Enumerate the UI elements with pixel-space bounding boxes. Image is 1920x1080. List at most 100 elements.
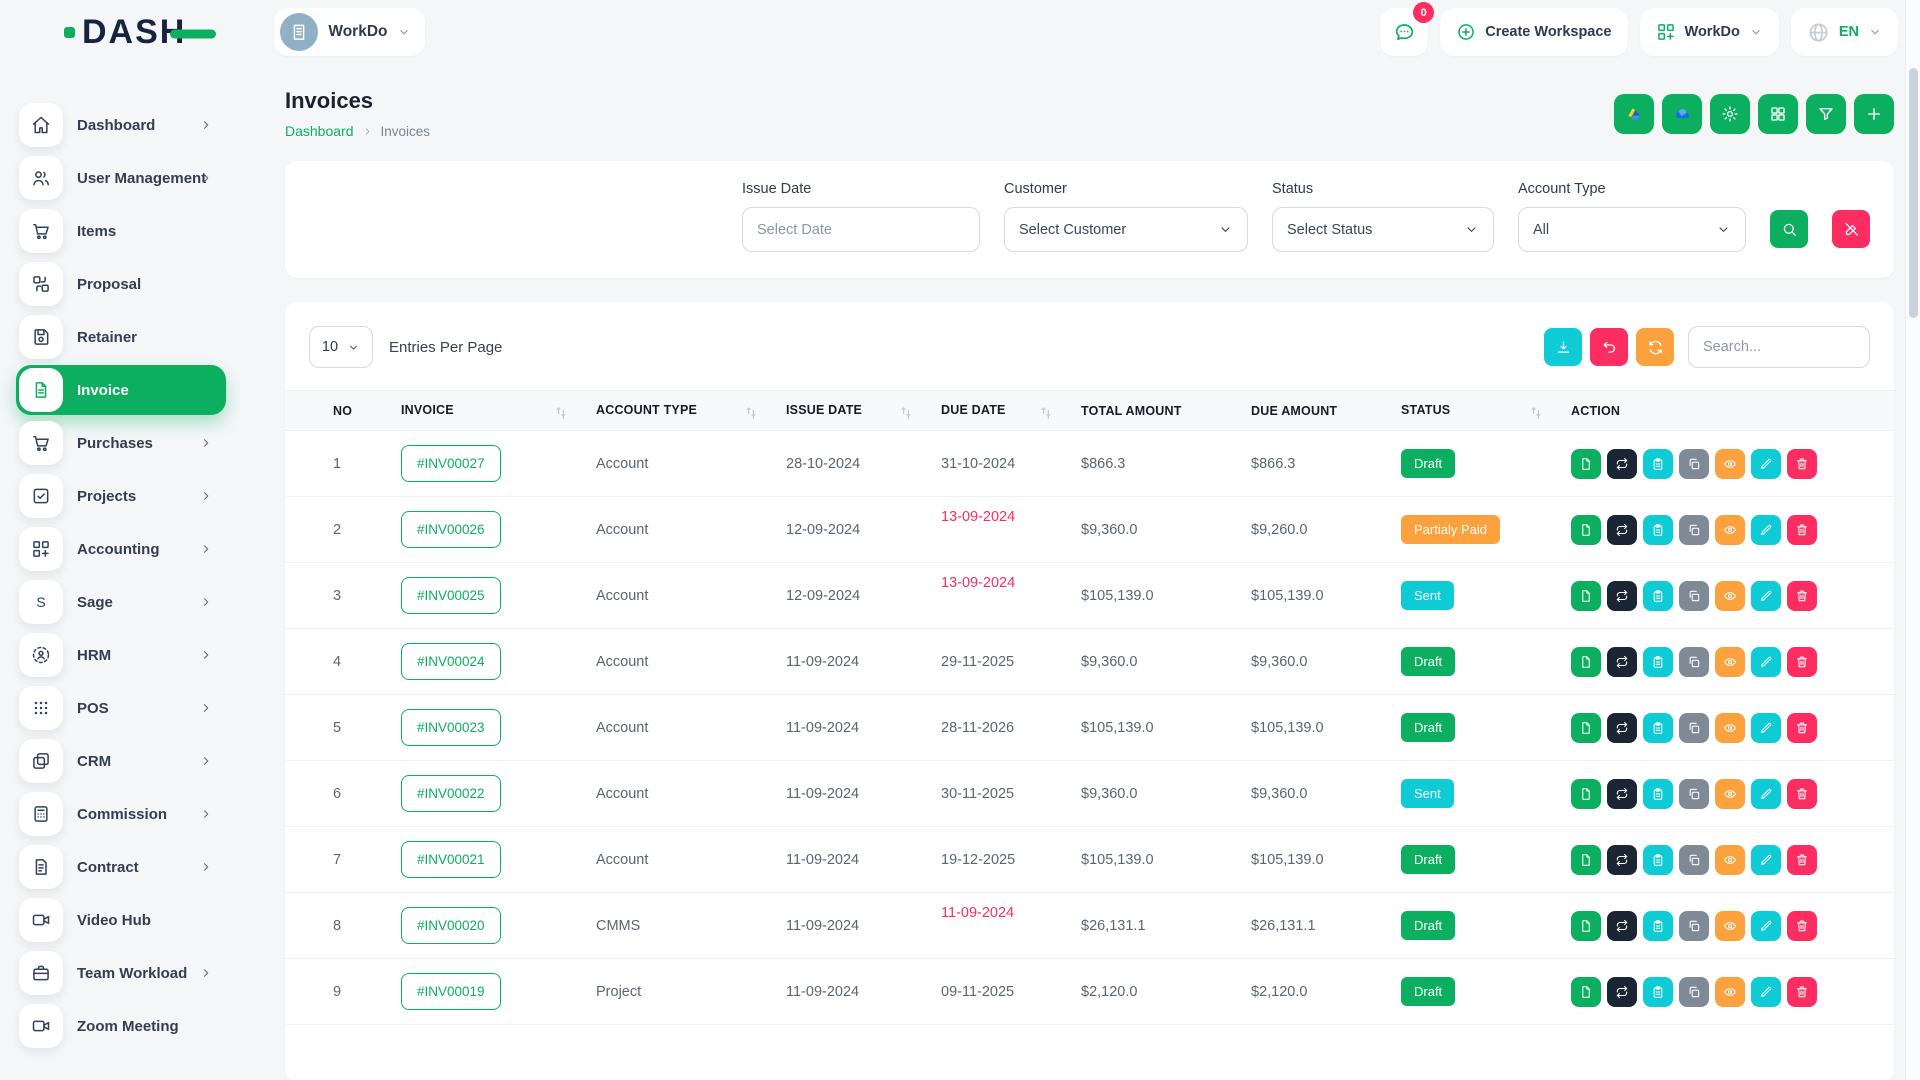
delete-invoice-button[interactable]: [1787, 910, 1817, 941]
convert-button[interactable]: [1607, 448, 1637, 479]
view-invoice-button[interactable]: [1715, 976, 1745, 1007]
column-header-due-date[interactable]: DUE DATE: [940, 390, 1080, 431]
edit-invoice-button[interactable]: [1751, 514, 1781, 545]
sidebar-item-purchases[interactable]: Purchases: [16, 418, 226, 468]
duplicate-invoice-button[interactable]: [1643, 910, 1673, 941]
scrollbar-thumb[interactable]: [1909, 68, 1918, 318]
account-type-select[interactable]: All: [1518, 207, 1746, 252]
copy-link-button[interactable]: [1679, 844, 1709, 875]
edit-invoice-button[interactable]: [1751, 778, 1781, 809]
delete-invoice-button[interactable]: [1787, 712, 1817, 743]
view-invoice-button[interactable]: [1715, 712, 1745, 743]
google-drive-button[interactable]: [1614, 94, 1654, 134]
view-invoice-button[interactable]: [1715, 514, 1745, 545]
delete-invoice-button[interactable]: [1787, 448, 1817, 479]
copy-link-button[interactable]: [1679, 448, 1709, 479]
invoice-link[interactable]: #INV00020: [401, 907, 501, 944]
delete-invoice-button[interactable]: [1787, 646, 1817, 677]
apply-filter-button[interactable]: [1770, 210, 1808, 248]
sidebar-item-items[interactable]: Items: [16, 206, 226, 256]
duplicate-invoice-button[interactable]: [1643, 448, 1673, 479]
copy-link-button[interactable]: [1679, 778, 1709, 809]
invoice-pdf-button[interactable]: [1571, 514, 1601, 545]
duplicate-invoice-button[interactable]: [1643, 778, 1673, 809]
app-switcher-button[interactable]: WorkDo: [1639, 8, 1779, 56]
duplicate-invoice-button[interactable]: [1643, 514, 1673, 545]
delete-invoice-button[interactable]: [1787, 514, 1817, 545]
copy-link-button[interactable]: [1679, 646, 1709, 677]
convert-button[interactable]: [1607, 646, 1637, 677]
workspace-selector[interactable]: WorkDo: [274, 8, 426, 56]
edit-invoice-button[interactable]: [1751, 580, 1781, 611]
view-invoice-button[interactable]: [1715, 646, 1745, 677]
edit-invoice-button[interactable]: [1751, 976, 1781, 1007]
sidebar-item-accounting[interactable]: Accounting: [16, 524, 226, 574]
view-invoice-button[interactable]: [1715, 778, 1745, 809]
sidebar-item-zoom-meeting[interactable]: Zoom Meeting: [16, 1001, 226, 1051]
copy-link-button[interactable]: [1679, 514, 1709, 545]
sidebar-item-dashboard[interactable]: Dashboard: [16, 100, 226, 150]
scrollbar[interactable]: [1905, 0, 1920, 1080]
invoice-link[interactable]: #INV00023: [401, 709, 501, 746]
sidebar-item-invoice[interactable]: Invoice: [16, 365, 226, 415]
invoice-link[interactable]: #INV00027: [401, 445, 501, 482]
invoice-link[interactable]: #INV00025: [401, 577, 501, 614]
status-select[interactable]: Select Status: [1272, 207, 1494, 252]
export-button[interactable]: [1544, 328, 1582, 366]
language-button[interactable]: EN: [1790, 8, 1898, 56]
convert-button[interactable]: [1607, 712, 1637, 743]
convert-button[interactable]: [1607, 910, 1637, 941]
create-invoice-button[interactable]: [1854, 94, 1894, 134]
column-header-status[interactable]: STATUS: [1400, 390, 1570, 431]
edit-invoice-button[interactable]: [1751, 844, 1781, 875]
invoice-link[interactable]: #INV00019: [401, 973, 501, 1010]
invoice-pdf-button[interactable]: [1571, 778, 1601, 809]
invoice-link[interactable]: #INV00026: [401, 511, 501, 548]
sidebar-item-pos[interactable]: POS: [16, 683, 226, 733]
view-invoice-button[interactable]: [1715, 844, 1745, 875]
invoice-link[interactable]: #INV00022: [401, 775, 501, 812]
copy-link-button[interactable]: [1679, 976, 1709, 1007]
modules-button[interactable]: [1758, 94, 1798, 134]
sidebar-item-projects[interactable]: Projects: [16, 471, 226, 521]
sidebar-item-crm[interactable]: CRM: [16, 736, 226, 786]
invoice-pdf-button[interactable]: [1571, 580, 1601, 611]
table-search-input[interactable]: [1688, 326, 1870, 368]
duplicate-invoice-button[interactable]: [1643, 580, 1673, 611]
duplicate-invoice-button[interactable]: [1643, 844, 1673, 875]
invoice-pdf-button[interactable]: [1571, 976, 1601, 1007]
edit-invoice-button[interactable]: [1751, 646, 1781, 677]
onedrive-button[interactable]: [1662, 94, 1702, 134]
undo-button[interactable]: [1590, 328, 1628, 366]
delete-invoice-button[interactable]: [1787, 580, 1817, 611]
settings-button[interactable]: [1710, 94, 1750, 134]
view-invoice-button[interactable]: [1715, 448, 1745, 479]
filter-button[interactable]: [1806, 94, 1846, 134]
sidebar-item-video-hub[interactable]: Video Hub: [16, 895, 226, 945]
invoice-pdf-button[interactable]: [1571, 646, 1601, 677]
sidebar-item-contract[interactable]: Contract: [16, 842, 226, 892]
invoice-pdf-button[interactable]: [1571, 448, 1601, 479]
column-header-account-type[interactable]: ACCOUNT TYPE: [595, 390, 785, 431]
sidebar-item-team-workload[interactable]: Team Workload: [16, 948, 226, 998]
sidebar-item-commission[interactable]: Commission: [16, 789, 226, 839]
invoice-pdf-button[interactable]: [1571, 712, 1601, 743]
messages-button[interactable]: 0: [1380, 2, 1435, 56]
edit-invoice-button[interactable]: [1751, 712, 1781, 743]
convert-button[interactable]: [1607, 514, 1637, 545]
delete-invoice-button[interactable]: [1787, 976, 1817, 1007]
column-header-invoice[interactable]: INVOICE: [400, 390, 595, 431]
duplicate-invoice-button[interactable]: [1643, 712, 1673, 743]
delete-invoice-button[interactable]: [1787, 778, 1817, 809]
sidebar-item-user-management[interactable]: User Management: [16, 153, 226, 203]
duplicate-invoice-button[interactable]: [1643, 646, 1673, 677]
edit-invoice-button[interactable]: [1751, 448, 1781, 479]
view-invoice-button[interactable]: [1715, 580, 1745, 611]
duplicate-invoice-button[interactable]: [1643, 976, 1673, 1007]
view-invoice-button[interactable]: [1715, 910, 1745, 941]
copy-link-button[interactable]: [1679, 580, 1709, 611]
create-workspace-button[interactable]: Create Workspace: [1440, 8, 1628, 56]
sidebar-item-hrm[interactable]: HRM: [16, 630, 226, 680]
convert-button[interactable]: [1607, 778, 1637, 809]
customer-select[interactable]: Select Customer: [1004, 207, 1248, 252]
